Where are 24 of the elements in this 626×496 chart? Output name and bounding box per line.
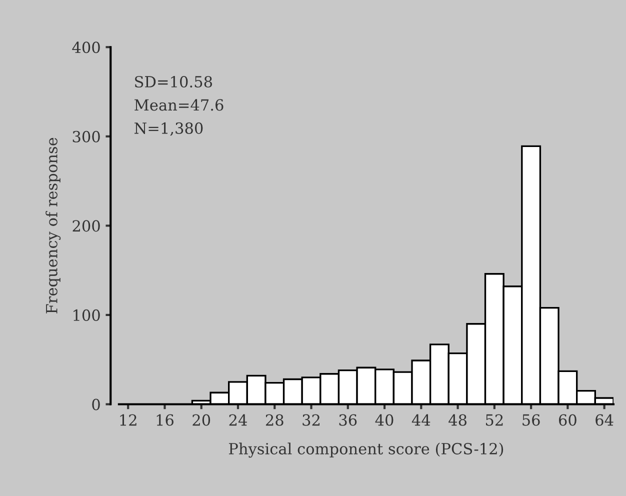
y-tick-label: 0	[92, 398, 100, 410]
x-tick-label: 64	[596, 414, 614, 426]
y-tick-label: 200	[72, 220, 100, 232]
x-tick-label: 20	[192, 414, 210, 426]
x-tick-label: 16	[156, 414, 174, 426]
annotation: Mean=47.6	[134, 99, 224, 111]
annotation: SD=10.58	[135, 76, 212, 88]
x-tick-label: 24	[229, 414, 247, 426]
y-tick-label: 300	[72, 130, 100, 142]
y-tick-label: 400	[72, 42, 100, 54]
x-axis-title: Physical component score (PCS-12)	[228, 442, 504, 458]
x-tick-label: 40	[375, 414, 394, 426]
x-tick-label: 28	[266, 414, 284, 426]
x-tick-label: 36	[339, 414, 357, 426]
x-tick-label: 32	[302, 414, 320, 426]
x-tick-label: 44	[412, 414, 430, 426]
x-tick-label: 48	[448, 414, 466, 426]
y-axis-title: Frequency of response	[46, 138, 61, 314]
annotation: N=1,380	[134, 122, 203, 136]
x-tick-label: 60	[558, 414, 576, 426]
x-tick-label: 52	[486, 414, 503, 426]
x-tick-label: 12	[120, 414, 136, 426]
y-tick-label: 100	[74, 309, 100, 321]
x-tick-label: 56	[522, 414, 540, 426]
